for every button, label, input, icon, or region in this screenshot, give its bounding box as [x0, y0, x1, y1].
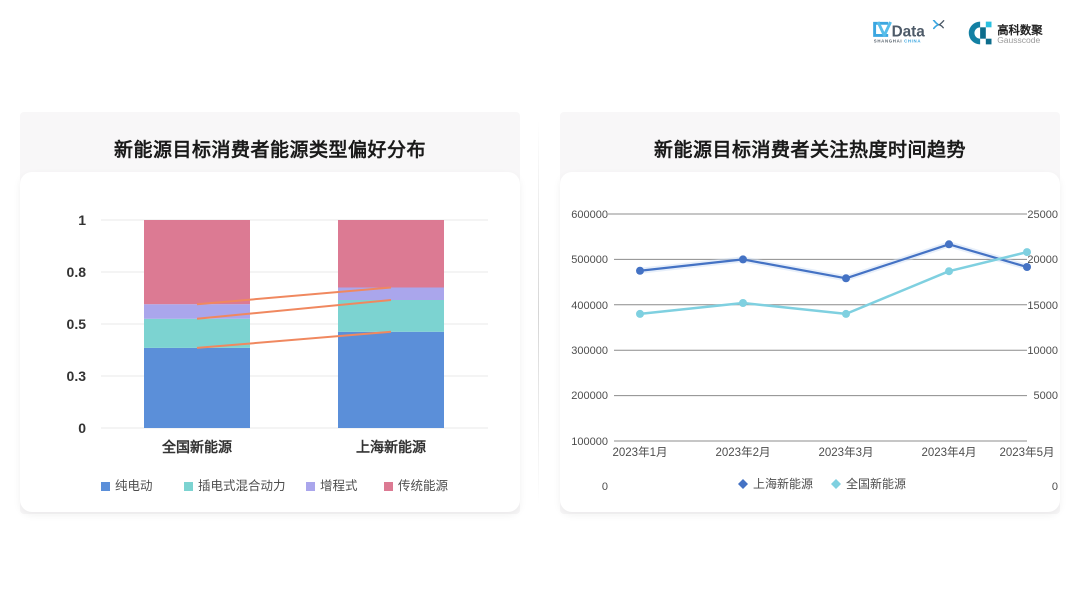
svg-text:0: 0 [78, 420, 86, 436]
svg-text:上海新能源: 上海新能源 [356, 439, 426, 455]
svg-text:全国新能源: 全国新能源 [846, 476, 906, 491]
svg-text:2023年4月: 2023年4月 [922, 445, 977, 459]
svg-text:600000: 600000 [571, 209, 608, 221]
svg-text:2023年1月: 2023年1月 [613, 445, 668, 459]
svg-text:纯电动: 纯电动 [115, 479, 153, 493]
svg-text:Gausscode: Gausscode [997, 35, 1040, 45]
svg-text:0: 0 [602, 481, 608, 493]
svg-text:2023年2月: 2023年2月 [716, 445, 771, 459]
svg-text:上海新能源: 上海新能源 [753, 476, 813, 491]
svg-text:20000: 20000 [1027, 254, 1058, 266]
svg-text:插电式混合动力: 插电式混合动力 [198, 478, 286, 493]
svg-text:300000: 300000 [571, 345, 608, 357]
svg-text:500000: 500000 [571, 254, 608, 266]
svg-text:全国新能源: 全国新能源 [161, 439, 232, 455]
svg-text:SHANGHAI CHINA: SHANGHAI CHINA [874, 39, 922, 44]
svg-text:400000: 400000 [571, 300, 608, 312]
svg-text:2023年5月: 2023年5月 [1000, 445, 1055, 459]
svg-text:1: 1 [78, 212, 86, 228]
svg-text:15000: 15000 [1027, 300, 1058, 312]
svg-text:增程式: 增程式 [320, 478, 358, 493]
svg-text:10000: 10000 [1027, 345, 1058, 357]
svg-text:传统能源: 传统能源 [398, 478, 449, 493]
svg-text:25000: 25000 [1027, 209, 1058, 221]
svg-text:2023年3月: 2023年3月 [819, 445, 874, 459]
svg-text:0: 0 [1052, 481, 1058, 493]
svg-text:0.8: 0.8 [67, 264, 87, 280]
svg-text:100000: 100000 [571, 436, 608, 448]
svg-text:0.5: 0.5 [67, 316, 87, 332]
svg-text:0.3: 0.3 [67, 368, 87, 384]
svg-text:200000: 200000 [571, 390, 608, 402]
svg-text:5000: 5000 [1034, 390, 1058, 402]
